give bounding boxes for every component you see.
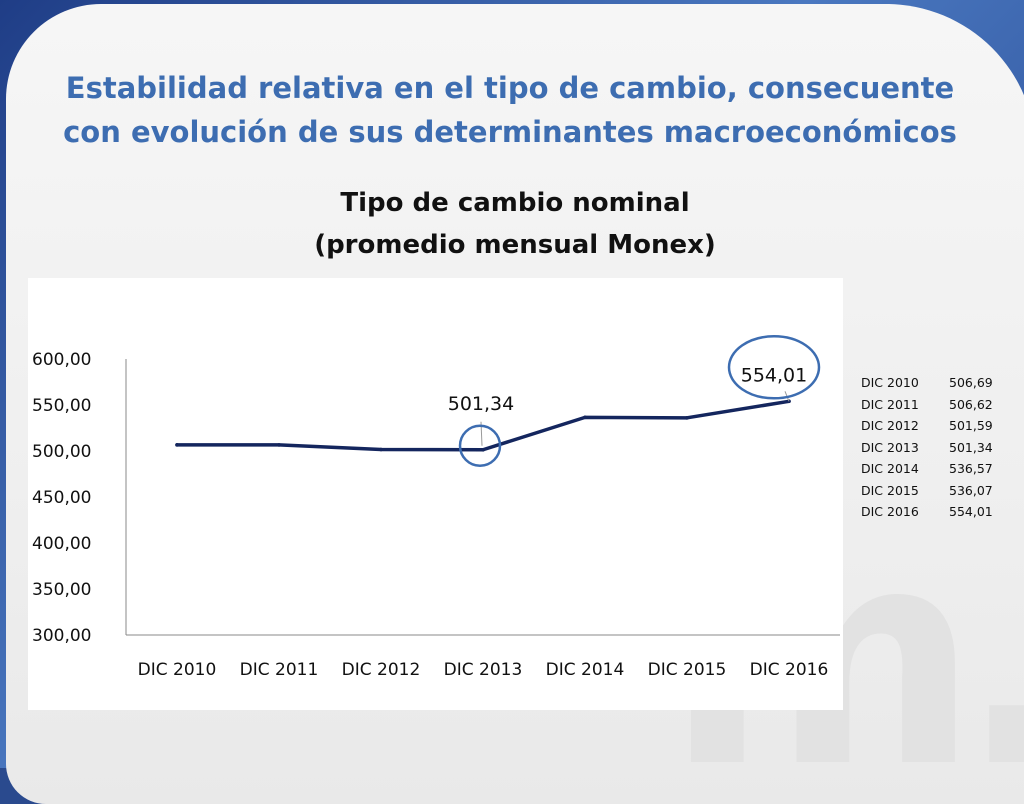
data-point bbox=[379, 447, 383, 452]
table-row: DIC 2012 501,59 bbox=[861, 415, 993, 437]
y-tick-label: 400,00 bbox=[32, 534, 91, 554]
data-table: DIC 2010 506,69 DIC 2011 506,62 DIC 2012 50… bbox=[861, 372, 993, 523]
chart-title-line2: (promedio mensual Monex) bbox=[314, 230, 716, 260]
y-tick-label: 600,00 bbox=[32, 350, 91, 370]
table-value: 501,34 bbox=[949, 439, 993, 455]
data-label: 554,01 bbox=[741, 364, 807, 386]
data-point bbox=[685, 416, 689, 420]
highlight-circle bbox=[727, 335, 821, 400]
table-period: DIC 2013 bbox=[861, 439, 919, 455]
table-period: DIC 2012 bbox=[861, 418, 919, 434]
table-value: 506,69 bbox=[949, 375, 993, 391]
table-row: DIC 2014 536,57 bbox=[861, 458, 993, 480]
y-tick-label: 350,00 bbox=[32, 580, 91, 600]
table-value: 536,57 bbox=[949, 461, 993, 477]
slide-title-line2: con evolución de sus determinantes macro… bbox=[63, 115, 957, 149]
slide-title-line1: Estabilidad relativa en el tipo de cambi… bbox=[65, 71, 955, 105]
y-tick-label: 500,00 bbox=[32, 442, 91, 462]
x-tick-label: DIC 2012 bbox=[342, 660, 421, 680]
table-period: DIC 2010 bbox=[861, 375, 919, 391]
data-point bbox=[583, 415, 587, 420]
table-period: DIC 2016 bbox=[861, 504, 919, 520]
table-value: 501,59 bbox=[949, 418, 993, 434]
y-tick-label: 550,00 bbox=[32, 396, 91, 416]
data-label: 501,34 bbox=[448, 393, 514, 415]
table-value: 506,62 bbox=[949, 396, 993, 412]
chart-canvas: 600,00 550,00 500,00 450,00 400,00 350,00 300,… bbox=[32, 335, 840, 680]
slide-title: Estabilidad relativa en el tipo de cambi… bbox=[30, 66, 990, 154]
table-value: 536,07 bbox=[949, 482, 993, 498]
data-point bbox=[175, 443, 179, 447]
data-point bbox=[277, 443, 281, 447]
y-tick-label: 300,00 bbox=[32, 626, 91, 646]
data-point bbox=[481, 447, 485, 452]
table-period: DIC 2011 bbox=[861, 396, 919, 412]
table-row: DIC 2016 554,01 bbox=[861, 501, 993, 523]
x-tick-label: DIC 2010 bbox=[138, 660, 217, 680]
chart-title: Tipo de cambio nominal (promedio mensual… bbox=[290, 182, 740, 266]
table-row: DIC 2010 506,69 bbox=[861, 372, 993, 394]
line-chart: 600,00 550,00 500,00 450,00 400,00 350,00 300,… bbox=[28, 278, 843, 710]
x-tick-label: DIC 2014 bbox=[546, 660, 625, 680]
chart-title-line1: Tipo de cambio nominal bbox=[340, 188, 690, 218]
y-tick-label: 450,00 bbox=[32, 488, 91, 508]
x-tick-label: DIC 2016 bbox=[750, 660, 829, 680]
table-value: 554,01 bbox=[949, 504, 993, 520]
x-tick-label: DIC 2011 bbox=[240, 660, 319, 680]
table-row: DIC 2013 501,34 bbox=[861, 437, 993, 459]
highlight-circle bbox=[458, 424, 502, 468]
table-period: DIC 2014 bbox=[861, 461, 919, 477]
table-row: DIC 2011 506,62 bbox=[861, 394, 993, 416]
x-tick-label: DIC 2015 bbox=[648, 660, 727, 680]
x-tick-label: DIC 2013 bbox=[444, 660, 523, 680]
table-row: DIC 2015 536,07 bbox=[861, 480, 993, 502]
table-period: DIC 2015 bbox=[861, 482, 919, 498]
